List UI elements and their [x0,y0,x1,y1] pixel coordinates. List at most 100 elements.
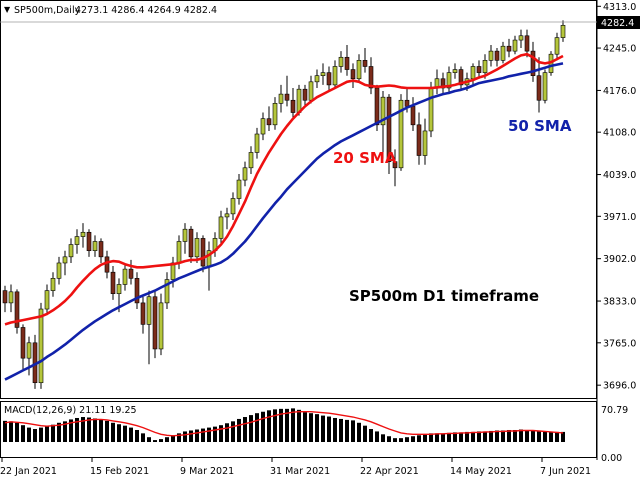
macd-bar [381,434,385,442]
bear-candle [290,99,296,113]
bull-candle [278,93,284,104]
bear-candle [524,35,530,52]
macd-bar [297,409,301,442]
bull-candle [44,290,50,310]
macd-bar [99,419,103,442]
bull-candle [224,213,230,218]
macd-bar [261,411,265,442]
macd-bar [129,427,133,442]
macd-bar [447,432,451,442]
bear-candle [344,56,350,70]
macd-bar [171,435,175,442]
macd-bar [495,430,499,442]
macd-bar [285,408,289,442]
bull-candle [422,130,428,156]
price-tick-label: 4108.0 [603,128,636,139]
bull-candle [488,50,494,61]
bear-candle [110,271,116,294]
bear-candle [506,45,512,52]
bull-candle [296,88,302,113]
bear-candle [266,118,272,126]
bear-candle [152,296,158,350]
macd-bar [471,431,475,442]
bear-candle [128,268,134,279]
sma50-line [4,62,564,381]
bull-candle [542,72,548,101]
macd-bar [213,426,217,442]
macd-bar [339,418,343,442]
bear-candle [530,50,536,76]
macd-bar [189,430,193,442]
macd-bar [225,423,229,442]
collapse-triangle-icon[interactable]: ▼ [4,5,11,14]
bear-candle [284,93,290,101]
bear-candle [374,87,380,126]
bull-candle [26,342,32,359]
macd-bar [489,430,493,442]
macd-bar [69,419,73,442]
macd-bar [543,431,547,442]
macd-bar [279,408,283,442]
bear-candle [20,327,26,359]
timeframe-annotation: SP500m D1 timeframe [349,287,539,305]
bull-candle [68,244,74,258]
macd-bar [27,427,31,442]
bull-candle [452,69,458,73]
macd-bar [219,425,223,442]
macd-bar [441,433,445,442]
bull-candle [146,296,152,325]
macd-bar [477,431,481,442]
macd-bar [507,429,511,442]
bull-candle [554,37,560,55]
macd-bar [357,422,361,442]
macd-bar [87,417,91,442]
bear-candle [134,278,140,304]
macd-bar [141,433,145,442]
bull-candle [446,72,452,89]
bull-candle [74,236,80,245]
macd-bar [333,417,337,442]
candles-layer [2,20,566,389]
macd-bar [387,436,391,442]
bull-candle [356,60,362,80]
bear-candle [368,66,374,89]
macd-header: MACD(12,26,9) 21.11 19.25 [4,405,137,416]
macd-bar [45,426,49,442]
macd-bar [519,429,523,442]
macd-bar [483,431,487,442]
time-tick-label: 22 Apr 2021 [360,466,419,477]
macd-axis-top: 70.79 [601,405,628,416]
macd-bar [393,438,397,442]
sma20-line [4,52,564,326]
bull-candle [398,99,404,169]
macd-bar [21,425,25,442]
current-price-label: 4282.4 [601,18,634,29]
bear-candle [410,106,416,126]
bull-candle [230,198,236,215]
price-tick-label: 3833.0 [603,297,636,308]
macd-bar [327,416,331,442]
macd-bar [39,427,43,442]
macd-bar [309,413,313,442]
macd-bar [183,431,187,442]
bull-candle [38,308,44,384]
macd-bar [51,424,55,442]
time-axis: 22 Jan 2021 15 Feb 2021 9 Mar 2021 31 Mar 2… [0,458,591,477]
bull-candle [236,179,242,199]
bull-candle [314,75,320,83]
time-tick-label: 15 Feb 2021 [90,466,149,477]
macd-bar [33,429,37,442]
bull-candle [482,60,488,73]
bear-candle [386,96,392,162]
time-tick-label: 7 Jun 2021 [540,466,591,477]
bull-candle [158,302,164,350]
bear-candle [350,69,356,80]
bull-candle [116,284,122,294]
macd-bar [255,413,259,442]
macd-bar [525,429,529,442]
macd-bar [417,435,421,442]
price-tick-label: 4039.0 [603,170,636,181]
macd-bar [159,439,163,442]
